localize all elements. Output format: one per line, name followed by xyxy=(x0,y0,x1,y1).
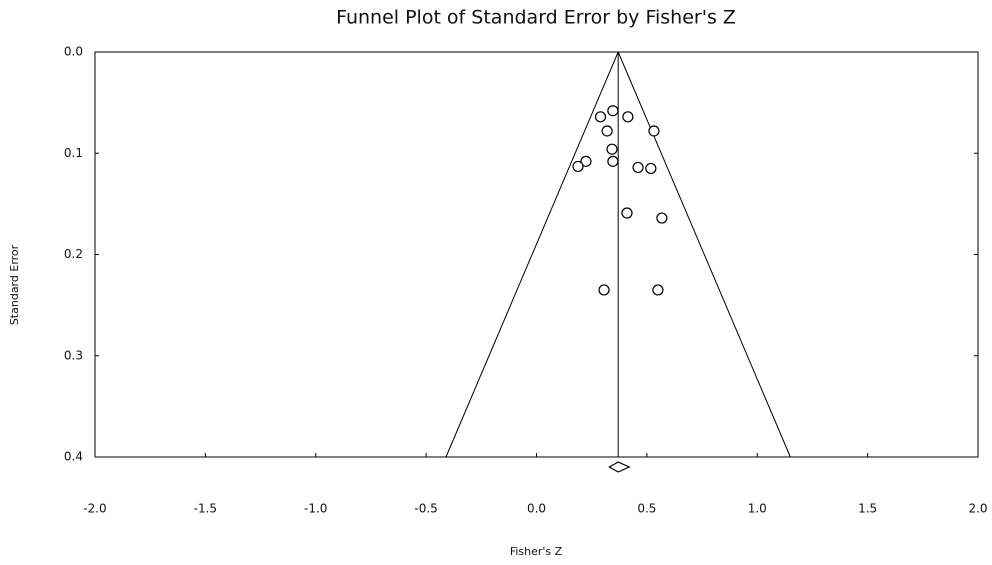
x-axis-label: Fisher's Z xyxy=(510,545,563,558)
study-point xyxy=(645,162,657,175)
study-point xyxy=(648,125,660,137)
study-point xyxy=(652,284,664,296)
study-point xyxy=(601,125,613,137)
x-tick-label: -1.0 xyxy=(304,502,327,516)
study-point xyxy=(606,143,618,155)
x-tick-label: 1.5 xyxy=(858,502,877,516)
y-tick-label: 0.2 xyxy=(64,247,83,261)
x-tick-label: 1.0 xyxy=(748,502,767,516)
study-point xyxy=(594,111,607,123)
y-tick-label: 0.1 xyxy=(64,146,83,160)
y-tick-label: 0.3 xyxy=(64,348,83,362)
x-tick-label: 0.5 xyxy=(637,502,656,516)
study-point xyxy=(622,111,634,123)
funnel-right xyxy=(617,51,791,458)
x-tick-label: 0.0 xyxy=(527,502,546,516)
summary-diamond xyxy=(608,461,631,473)
y-axis-label: Standard Error xyxy=(8,244,21,325)
x-tick-label: 2.0 xyxy=(968,502,987,516)
study-point xyxy=(632,161,644,174)
plot-frame xyxy=(94,51,979,458)
y-tick-label: 0.0 xyxy=(64,45,83,59)
study-point xyxy=(656,212,668,224)
study-point xyxy=(580,155,592,167)
x-tick-label: -1.5 xyxy=(194,502,217,516)
x-tick-label: -2.0 xyxy=(83,502,106,516)
funnel-left xyxy=(445,51,619,458)
study-point xyxy=(598,284,610,296)
study-point xyxy=(572,160,584,173)
chart-title: Funnel Plot of Standard Error by Fisher'… xyxy=(336,7,736,29)
study-point xyxy=(607,105,619,117)
study-point xyxy=(621,207,633,219)
study-point xyxy=(607,155,619,167)
x-tick-label: -0.5 xyxy=(414,502,437,516)
y-tick-label: 0.4 xyxy=(64,450,83,464)
